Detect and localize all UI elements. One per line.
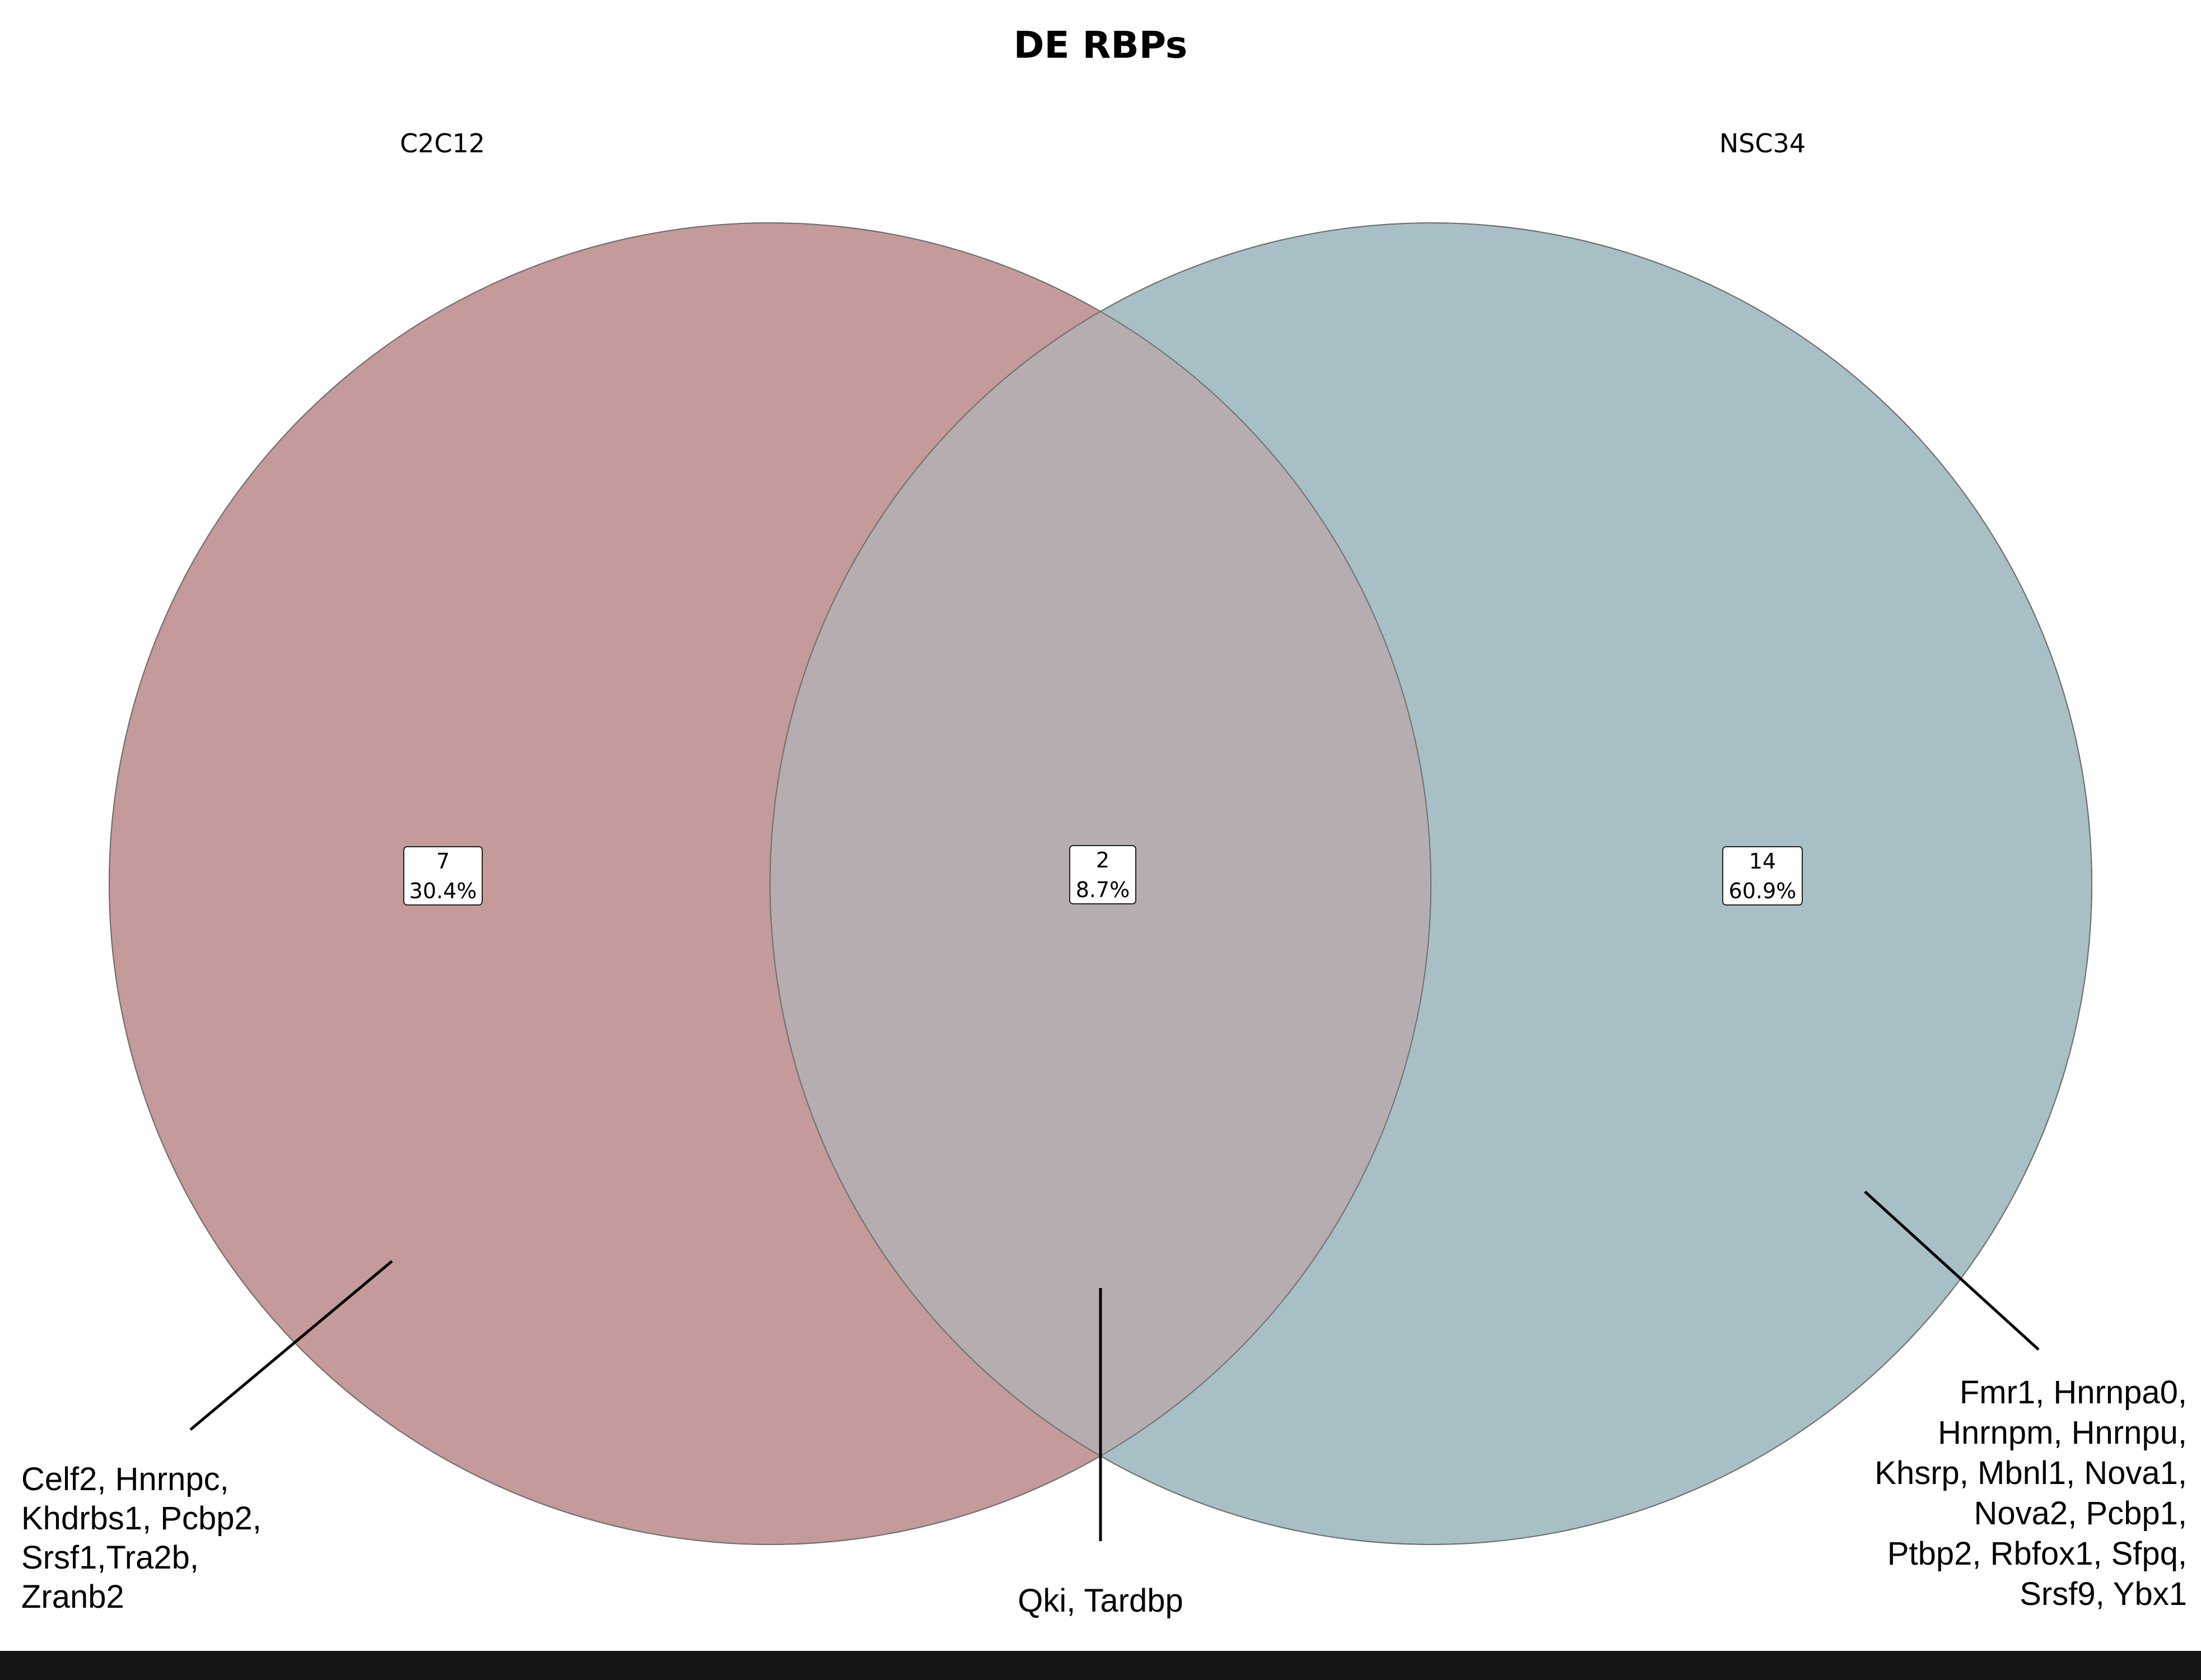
set-outline-nsc34 [770,222,2092,1545]
gene-line: Srsf9, Ybx1 [2020,1576,2187,1612]
gene-line: Celf2, Hnrnpc, [21,1461,229,1497]
gene-line: Zranb2 [21,1579,124,1615]
set-label-nsc34: NSC34 [1719,128,1806,158]
gene-list-nsc34: Fmr1, Hnrnpa0, Hnrnpm, Hnrnpu, Khsrp, Mb… [1874,1374,2187,1612]
count-value-shared: 2 [1096,848,1109,872]
gene-line: Nova2, Pcbp1, [1974,1495,2187,1532]
count-box-shared: 2 8.7% [1069,845,1136,904]
gene-line: Ptbp2, Rbfox1, Sfpq, [1887,1536,2187,1572]
count-box-nsc34: 14 60.9% [1722,846,1803,906]
gene-line: Srsf1,Tra2b, [21,1539,199,1576]
count-percent-c2c12: 30.4% [409,879,477,903]
bottom-bar [0,1651,2201,1680]
overlap-region [770,223,1431,1544]
set-outline-c2c12 [109,222,1431,1545]
set-label-c2c12: C2C12 [400,128,485,158]
gene-list-c2c12: Celf2, Hnrnpc, Khdrbs1, Pcbp2, Srsf1,Tra… [21,1461,262,1615]
count-box-c2c12: 7 30.4% [403,846,483,906]
leader-line-c2c12 [189,1260,393,1431]
count-value-c2c12: 7 [436,849,450,874]
gene-line: Khsrp, Mbnl1, Nova1, [1874,1455,2187,1491]
leader-line-nsc34 [1864,1191,2040,1351]
gene-line: Fmr1, Hnrnpa0, [1960,1374,2187,1411]
gene-line: Hnrnpm, Hnrnpu, [1938,1415,2187,1451]
count-percent-nsc34: 60.9% [1729,879,1797,903]
diagram-title: DE RBPs [1014,24,1187,67]
gene-list-shared: Qki, Tardbp [1018,1583,1183,1619]
gene-line: Khdrbs1, Pcbp2, [21,1500,262,1537]
gene-line: Qki, Tardbp [1018,1583,1183,1619]
count-percent-shared: 8.7% [1076,878,1130,902]
count-value-nsc34: 14 [1749,849,1776,874]
